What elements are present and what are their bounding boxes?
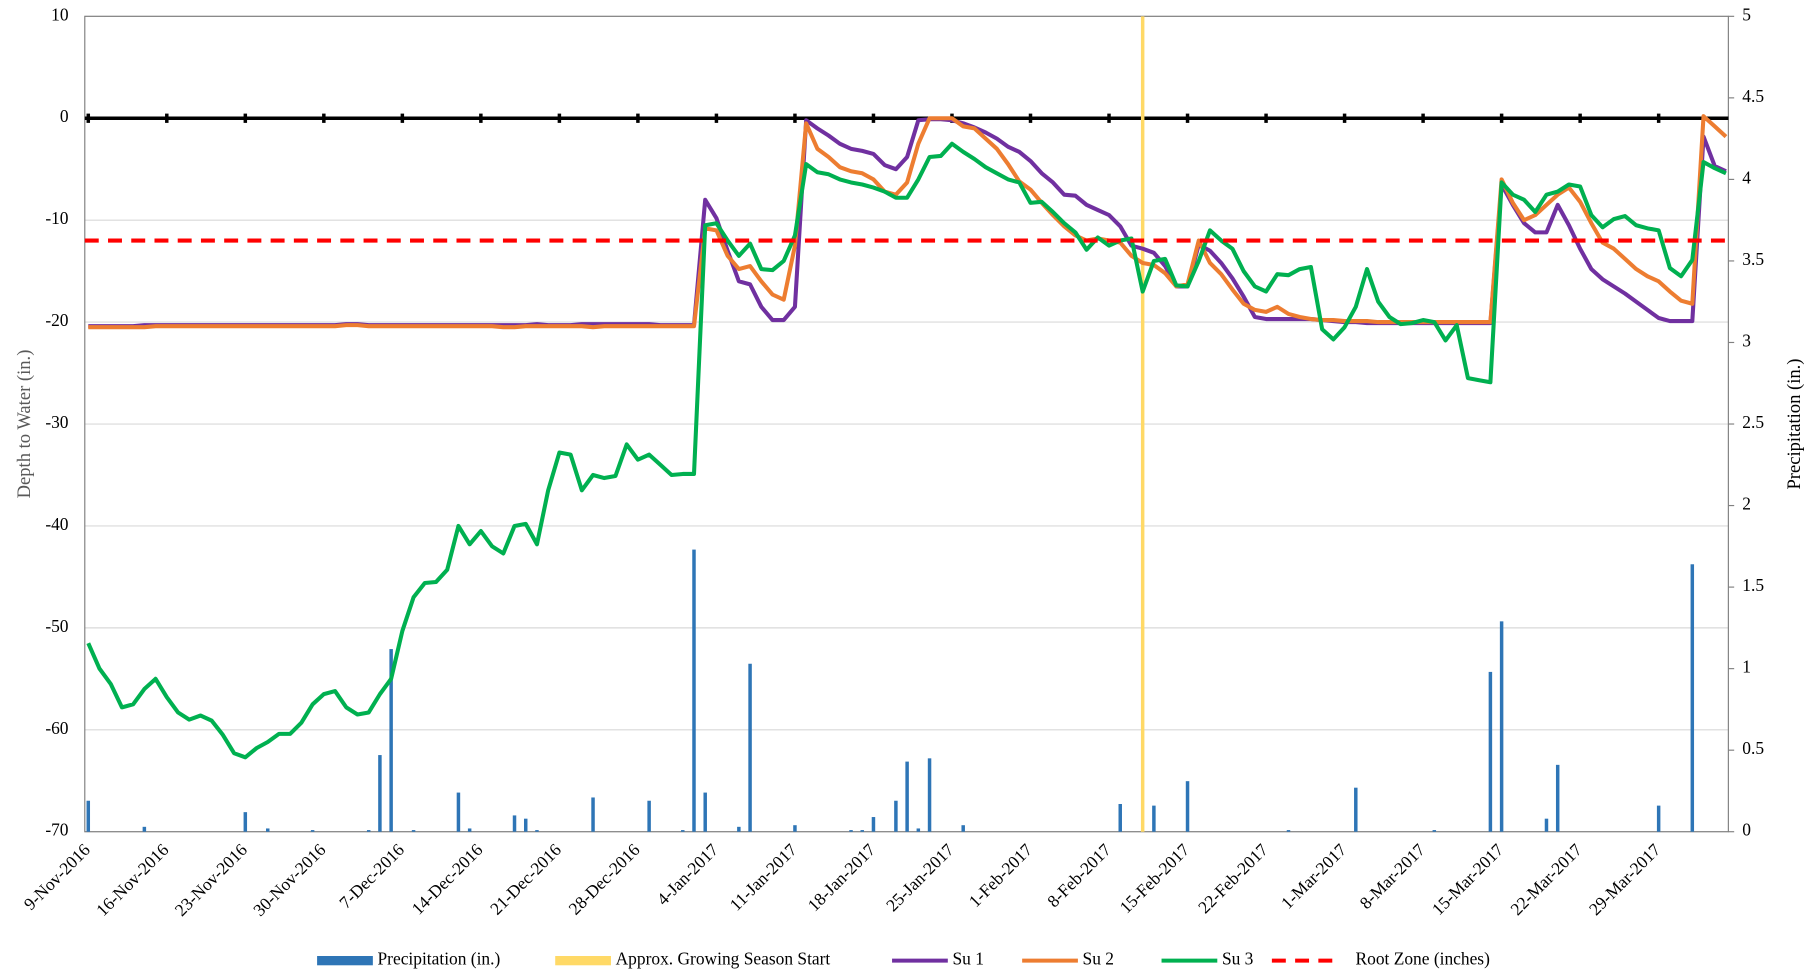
y2-tick-label: 3.5 (1742, 249, 1764, 269)
legend-label: Su 2 (1083, 949, 1114, 969)
precip-bar (647, 800, 651, 832)
x-tick-label: 22-Feb-2017 (1194, 839, 1272, 917)
x-tick-label: 30-Nov-2016 (249, 839, 330, 920)
x-tick-label: 23-Nov-2016 (171, 839, 252, 920)
precip-bar (793, 825, 797, 832)
precip-bar (1432, 830, 1437, 832)
legend-swatch (317, 956, 373, 966)
series-line (88, 117, 1727, 329)
precip-bar (310, 830, 315, 832)
precip-bar (1690, 564, 1695, 832)
x-tick-label: 16-Nov-2016 (92, 839, 173, 920)
precip-bar (916, 828, 921, 832)
precip-bar (1499, 621, 1504, 832)
precip-bar (860, 830, 864, 832)
y-tick-label: 0 (60, 106, 69, 126)
precip-bar (366, 830, 371, 832)
y-tick-label: -70 (45, 820, 68, 840)
precip-bar (142, 826, 147, 832)
precip-bar (1354, 787, 1358, 832)
precip-bar (894, 800, 898, 832)
legend-label: Approx. Growing Season Start (616, 949, 831, 969)
y-tick-label: 10 (51, 4, 69, 24)
y2-tick-label: 1.5 (1742, 575, 1764, 595)
precip-bar (1656, 805, 1661, 832)
precip-bar (591, 797, 595, 832)
precip-bar (389, 649, 393, 832)
x-tick-label: 4-Jan-2017 (653, 839, 723, 909)
x-tick-label: 21-Dec-2016 (486, 839, 565, 918)
precip-bar (1555, 764, 1560, 832)
legend-swatch (555, 956, 611, 966)
series-line (86, 141, 1727, 760)
precip-bar (523, 818, 528, 832)
precip-bar (927, 758, 932, 832)
y-tick-label: -60 (45, 718, 68, 738)
precip-bar (378, 755, 382, 832)
x-tick-label: 22-Mar-2017 (1506, 839, 1586, 919)
precip-bar (1118, 803, 1122, 832)
x-tick-label: 11-Jan-2017 (725, 839, 800, 914)
y2-axis-title: Precipitation (in.) (1784, 358, 1805, 489)
legend-label: Root Zone (inches) (1356, 949, 1491, 969)
x-tick-label: 1-Feb-2017 (965, 839, 1037, 911)
precip-bar (961, 825, 965, 832)
x-tick-label: 8-Mar-2017 (1355, 839, 1429, 913)
x-tick-label: 15-Feb-2017 (1115, 839, 1193, 917)
y2-tick-label: 0 (1742, 820, 1751, 840)
precip-bar (1185, 781, 1190, 832)
precip-bar (737, 826, 741, 832)
y-tick-label: -20 (45, 310, 68, 330)
x-tick-label: 9-Nov-2016 (20, 839, 95, 914)
precip-bar (512, 815, 517, 832)
precip-bar (243, 812, 248, 832)
precip-bar (905, 761, 909, 832)
legend-label: Su 1 (952, 949, 983, 969)
y-axis-title: Depth to Water (in.) (14, 350, 35, 499)
precip-bar (86, 800, 91, 832)
precip-bar (681, 830, 685, 832)
precip-bar (703, 792, 707, 832)
y2-tick-label: 4.5 (1742, 86, 1764, 106)
x-tick-label: 1-Mar-2017 (1277, 839, 1351, 913)
legend-label: Su 3 (1222, 949, 1254, 969)
x-tick-label: 8-Feb-2017 (1043, 839, 1115, 911)
y2-tick-label: 3 (1742, 330, 1751, 350)
precip-bar (467, 828, 472, 832)
precip-bar (535, 830, 539, 832)
precip-bar (748, 663, 752, 832)
x-tick-label: 15-Mar-2017 (1428, 839, 1508, 919)
y2-tick-label: 5 (1742, 4, 1751, 24)
x-tick-label: 25-Jan-2017 (882, 839, 958, 915)
y2-tick-label: 2 (1742, 494, 1751, 514)
precip-bar (1488, 671, 1493, 832)
x-tick-label: 18-Jan-2017 (803, 839, 879, 915)
precip-bar (871, 817, 876, 832)
precip-bar (849, 830, 853, 832)
y2-tick-label: 1 (1742, 657, 1751, 677)
legend-label: Precipitation (in.) (378, 949, 501, 969)
y-tick-label: -30 (45, 412, 68, 432)
precip-bar (266, 828, 270, 832)
y-tick-label: -40 (45, 514, 68, 534)
y2-tick-label: 4 (1742, 167, 1751, 187)
y-tick-label: -50 (45, 616, 68, 636)
x-tick-label: 28-Dec-2016 (564, 839, 643, 918)
y-tick-label: -10 (45, 208, 68, 228)
precip-bar (1544, 818, 1549, 832)
precip-bar (411, 830, 416, 832)
x-tick-label: 7-Dec-2016 (335, 839, 408, 912)
x-tick-label: 29-Mar-2017 (1585, 839, 1665, 919)
y2-tick-label: 0.5 (1742, 738, 1764, 758)
series-line (88, 114, 1728, 330)
precip-bar (1286, 830, 1291, 832)
precip-bar (456, 792, 461, 832)
precip-bar (692, 549, 696, 832)
precip-bar (1152, 805, 1156, 832)
x-tick-label: 14-Dec-2016 (407, 839, 486, 918)
y2-tick-label: 2.5 (1742, 412, 1764, 432)
